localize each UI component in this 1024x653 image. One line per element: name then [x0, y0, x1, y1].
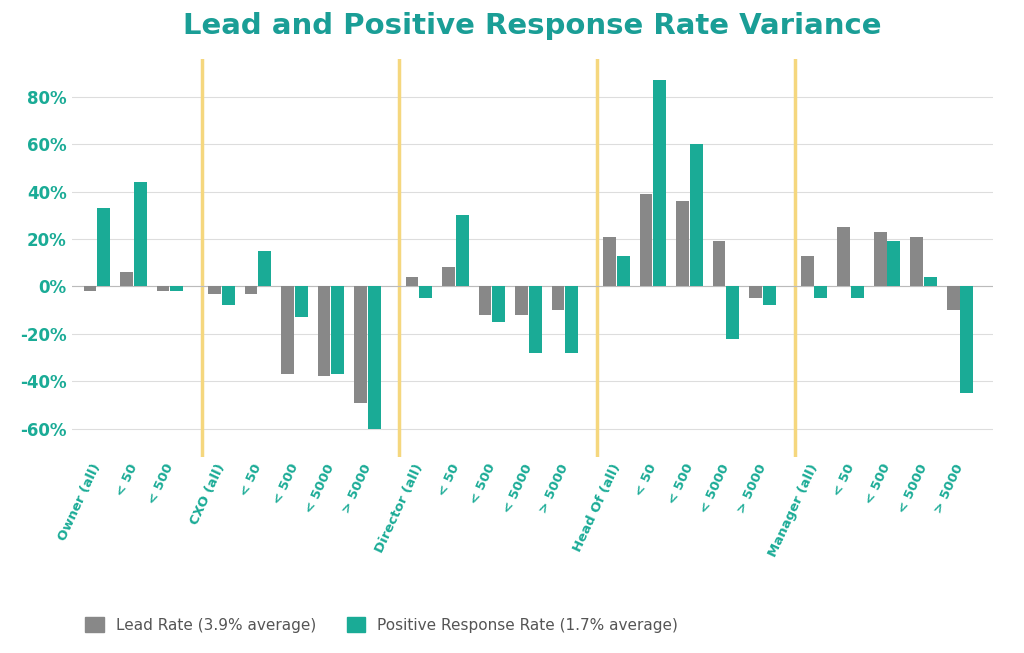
- Bar: [616, 255, 630, 287]
- Bar: [763, 287, 775, 306]
- Bar: [924, 277, 937, 287]
- Bar: [120, 272, 133, 287]
- Bar: [282, 287, 294, 374]
- Bar: [961, 287, 973, 393]
- Bar: [515, 287, 528, 315]
- Bar: [354, 287, 367, 402]
- Bar: [873, 232, 887, 287]
- Bar: [690, 144, 702, 287]
- Bar: [603, 236, 616, 287]
- Bar: [851, 287, 863, 298]
- Bar: [947, 287, 959, 310]
- Bar: [653, 80, 667, 287]
- Bar: [888, 242, 900, 287]
- Legend: Lead Rate (3.9% average), Positive Response Rate (1.7% average): Lead Rate (3.9% average), Positive Respo…: [79, 611, 684, 639]
- Bar: [157, 287, 169, 291]
- Bar: [245, 287, 257, 293]
- Bar: [552, 287, 564, 310]
- Bar: [317, 287, 331, 377]
- Bar: [258, 251, 271, 287]
- Bar: [222, 287, 234, 306]
- Bar: [565, 287, 579, 353]
- Bar: [750, 287, 762, 298]
- Bar: [332, 287, 344, 374]
- Bar: [170, 287, 183, 291]
- Bar: [726, 287, 739, 338]
- Bar: [640, 194, 652, 287]
- Bar: [910, 236, 923, 287]
- Bar: [456, 215, 469, 287]
- Bar: [420, 287, 432, 298]
- Bar: [478, 287, 492, 315]
- Bar: [801, 255, 813, 287]
- Bar: [493, 287, 505, 322]
- Bar: [295, 287, 307, 317]
- Bar: [442, 268, 455, 287]
- Bar: [406, 277, 419, 287]
- Bar: [814, 287, 827, 298]
- Bar: [97, 208, 110, 287]
- Bar: [528, 287, 542, 353]
- Bar: [208, 287, 221, 293]
- Bar: [368, 287, 381, 428]
- Bar: [676, 201, 689, 287]
- Bar: [838, 227, 850, 287]
- Bar: [713, 242, 725, 287]
- Bar: [84, 287, 96, 291]
- Bar: [134, 182, 146, 287]
- Title: Lead and Positive Response Rate Variance: Lead and Positive Response Rate Variance: [183, 12, 882, 40]
